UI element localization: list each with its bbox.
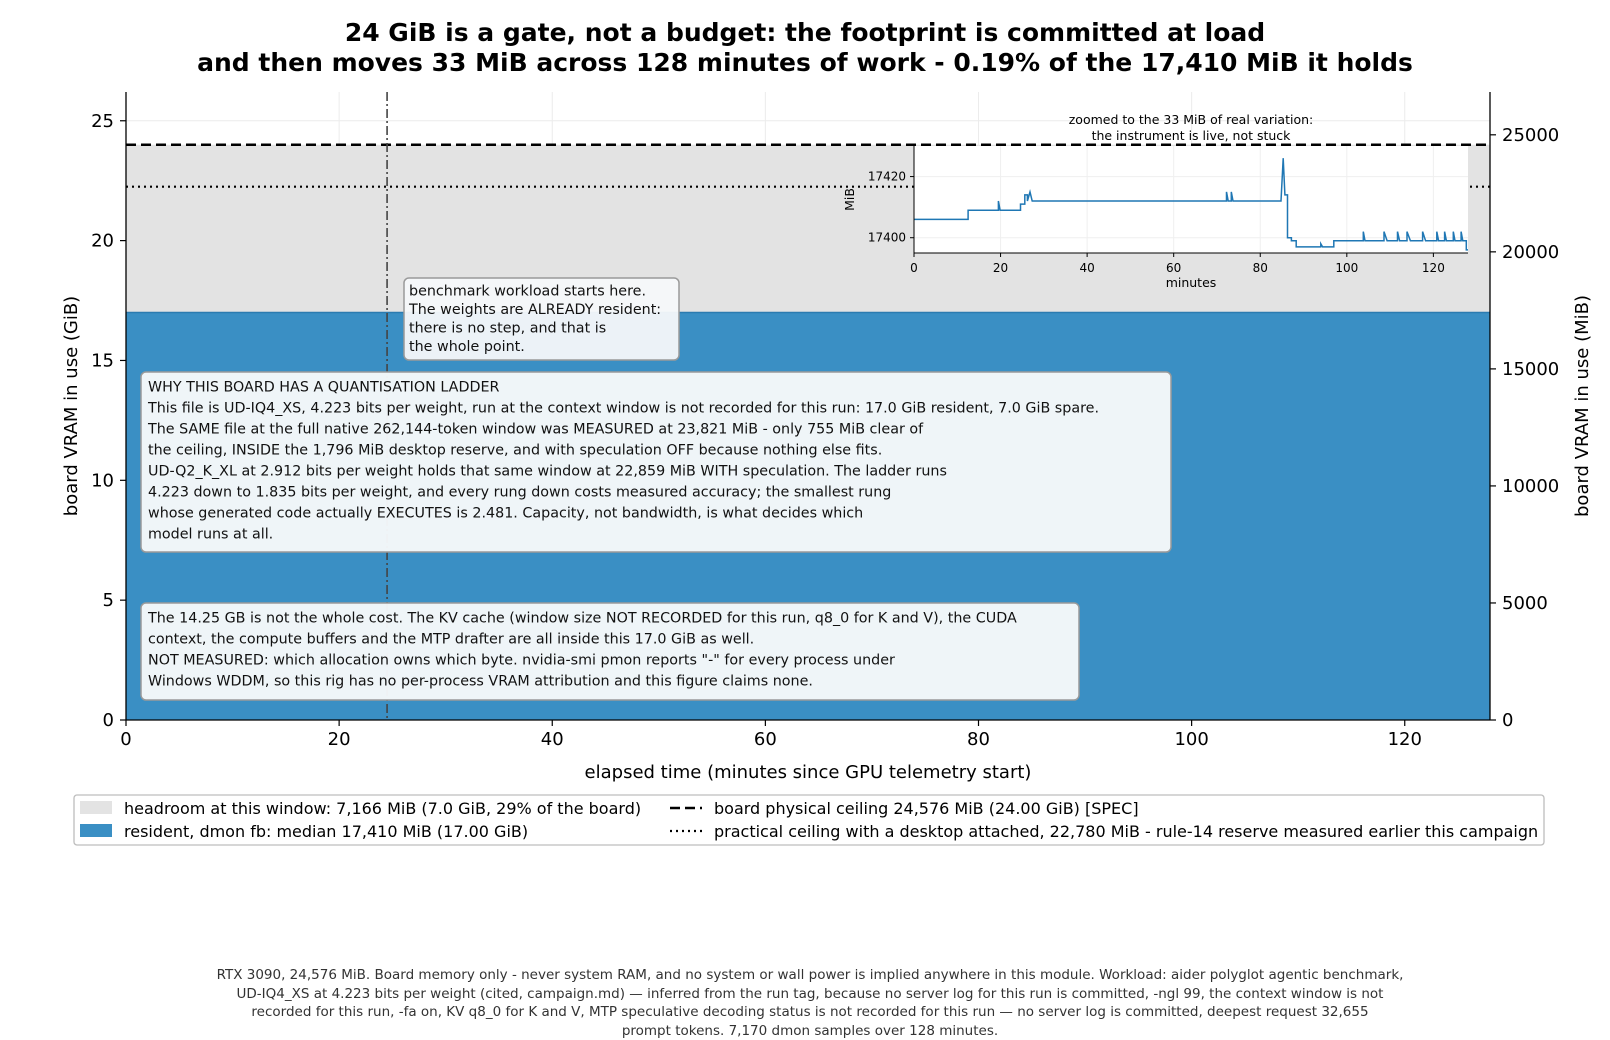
workload-annotation-line: The weights are ALREADY resident: — [408, 302, 661, 318]
inset-x-tick-label: 40 — [1079, 261, 1094, 275]
footnote-line-3: recorded for this run, -fa on, KV q8_0 f… — [160, 1003, 1460, 1022]
y-right-tick-label: 25000 — [1502, 125, 1559, 146]
inset-x-tick-label: 80 — [1253, 261, 1268, 275]
legend-swatch — [80, 824, 112, 837]
ladder-annotation-line: WHY THIS BOARD HAS A QUANTISATION LADDER — [148, 379, 500, 395]
legend-label: headroom at this window: 7,166 MiB (7.0 … — [124, 799, 641, 818]
ladder-annotation-line: UD-Q2_K_XL at 2.912 bits per weight hold… — [148, 463, 947, 479]
workload-annotation-line: the whole point. — [409, 339, 525, 355]
inset-title-line: zoomed to the 33 MiB of real variation: — [1069, 112, 1314, 127]
footnote-line-2: UD-IQ4_XS at 4.223 bits per weight (cite… — [160, 985, 1460, 1004]
y-right-tick-label: 20000 — [1502, 242, 1559, 263]
x-tick-label: 40 — [541, 729, 564, 750]
inset-x-axis-label: minutes — [1166, 275, 1217, 290]
legend-label: resident, dmon fb: median 17,410 MiB (17… — [124, 822, 528, 841]
legend-swatch — [80, 801, 112, 814]
y-tick-label: 25 — [91, 111, 114, 132]
workload-annotation-line: benchmark workload starts here. — [409, 283, 646, 299]
legend-item: practical ceiling with a desktop attache… — [670, 822, 1538, 841]
legend-item: resident, dmon fb: median 17,410 MiB (17… — [80, 822, 528, 841]
x-axis-label: elapsed time (minutes since GPU telemetr… — [585, 762, 1032, 783]
workload-annotation: benchmark workload starts here. The weigh… — [404, 278, 679, 360]
legend-label: board physical ceiling 24,576 MiB (24.00… — [714, 799, 1139, 818]
ladder-annotation-line: This file is UD-IQ4_XS, 4.223 bits per w… — [147, 400, 1099, 416]
x-tick-label: 0 — [120, 729, 131, 750]
y-axis-label: board VRAM in use (GiB) — [61, 296, 82, 516]
inset-y-tick-label: 17400 — [868, 231, 906, 245]
inset-x-tick-label: 60 — [1166, 261, 1181, 275]
ladder-annotation-box — [141, 372, 1171, 552]
cost-annotation: The 14.25 GB is not the whole cost. The … — [141, 603, 1079, 700]
y-right-axis-label: board VRAM in use (MiB) — [1572, 295, 1593, 517]
cost-annotation-line: Windows WDDM, so this rig has no per-pro… — [148, 673, 813, 689]
inset-x-tick-label: 120 — [1422, 261, 1445, 275]
footnote-line-4: prompt tokens. 7,170 dmon samples over 1… — [160, 1022, 1460, 1040]
ladder-annotation: WHY THIS BOARD HAS A QUANTISATION LADDER… — [141, 372, 1171, 552]
ladder-annotation-line: whose generated code actually EXECUTES i… — [148, 505, 863, 521]
y-tick-label: 10 — [91, 470, 114, 491]
chart-footnote: RTX 3090, 24,576 MiB. Board memory only … — [160, 966, 1460, 1040]
workload-annotation-line: there is no step, and that is — [409, 320, 606, 336]
cost-annotation-line: context, the compute buffers and the MTP… — [148, 631, 754, 647]
legend-label: practical ceiling with a desktop attache… — [714, 822, 1538, 841]
y-tick-label: 15 — [91, 350, 114, 371]
inset-y-axis-label: MiB — [842, 188, 857, 211]
y-tick-label: 20 — [91, 231, 114, 252]
inset-title-line: the instrument is live, not stuck — [1092, 128, 1292, 143]
x-tick-label: 60 — [754, 729, 777, 750]
y-right-tick-label: 15000 — [1502, 359, 1559, 380]
cost-annotation-line: NOT MEASURED: which allocation owns whic… — [148, 652, 895, 668]
legend-item: board physical ceiling 24,576 MiB (24.00… — [670, 799, 1139, 818]
x-tick-label: 80 — [967, 729, 990, 750]
x-tick-label: 20 — [328, 729, 351, 750]
ladder-annotation-line: model runs at all. — [148, 526, 273, 542]
inset-y-tick-label: 17420 — [868, 170, 906, 184]
y-tick-label: 0 — [103, 710, 114, 731]
y-tick-label: 5 — [103, 590, 114, 611]
inset-x-tick-label: 20 — [993, 261, 1008, 275]
y-right-tick-label: 10000 — [1502, 476, 1559, 497]
ladder-annotation-line: The SAME file at the full native 262,144… — [147, 421, 924, 437]
ladder-annotation-line: the ceiling, INSIDE the 1,796 MiB deskto… — [148, 442, 882, 458]
footnote-line-1: RTX 3090, 24,576 MiB. Board memory only … — [160, 966, 1460, 985]
legend-item: headroom at this window: 7,166 MiB (7.0 … — [80, 799, 641, 818]
inset-x-tick-label: 100 — [1335, 261, 1358, 275]
y-right-tick-label: 5000 — [1502, 593, 1548, 614]
ladder-annotation-line: 4.223 down to 1.835 bits per weight, and… — [148, 484, 891, 500]
inset-x-tick-label: 0 — [910, 261, 918, 275]
y-right-tick-label: 0 — [1502, 710, 1513, 731]
cost-annotation-line: The 14.25 GB is not the whole cost. The … — [147, 610, 1017, 626]
x-tick-label: 100 — [1174, 729, 1208, 750]
chart-legend: headroom at this window: 7,166 MiB (7.0 … — [74, 795, 1544, 845]
x-tick-label: 120 — [1388, 729, 1422, 750]
inset-background — [914, 146, 1468, 253]
